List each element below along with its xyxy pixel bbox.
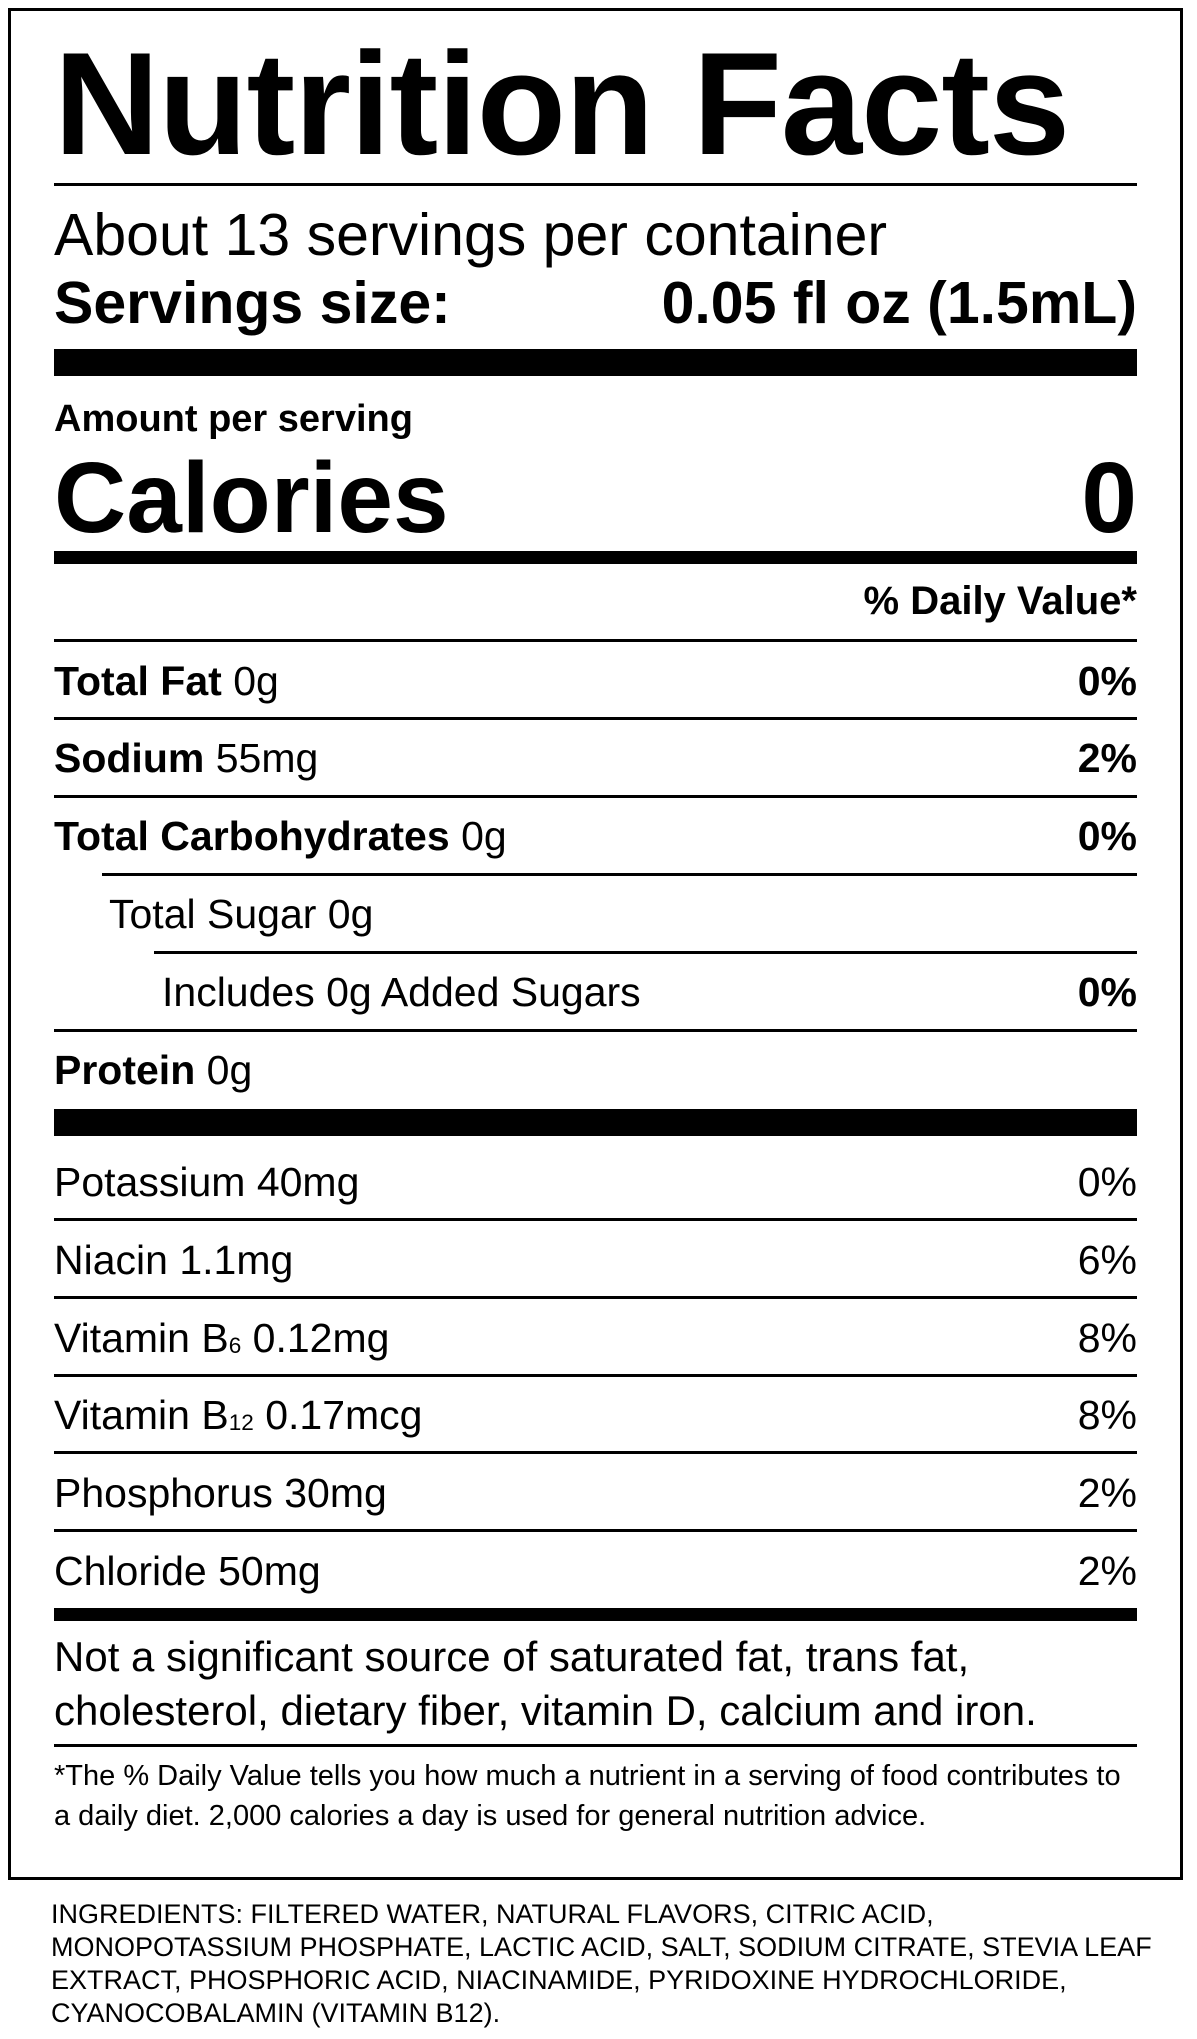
servings-per-container: About 13 servings per container — [54, 202, 888, 268]
divider — [54, 717, 1137, 720]
nutrition-facts-label: Nutrition Facts About 13 servings per co… — [8, 8, 1183, 1880]
nutrient-row-total-carbohydrates: Total Carbohydrates 0g 0% — [54, 813, 1137, 859]
thick-divider — [54, 1109, 1137, 1136]
divider — [54, 183, 1137, 186]
calories-value: 0 — [1081, 442, 1137, 554]
nutrient-row-total-fat: Total Fat 0g 0% — [54, 658, 1137, 704]
vitamin-row-vitamin-b12: Vitamin B12 0.17mcg 8% — [54, 1392, 1137, 1438]
divider — [154, 951, 1137, 954]
nutrient-row-protein: Protein 0g — [54, 1047, 253, 1093]
medium-divider — [54, 551, 1137, 564]
divider — [54, 1218, 1137, 1221]
vitamin-row-niacin: Niacin 1.1mg 6% — [54, 1237, 1137, 1283]
not-significant-statement: Not a significant source of saturated fa… — [54, 1633, 1037, 1734]
divider — [54, 1296, 1137, 1299]
divider — [54, 639, 1137, 642]
medium-divider — [54, 1608, 1137, 1621]
calories-row: Calories 0 — [54, 441, 1137, 556]
serving-size-value: 0.05 fl oz (1.5mL) — [661, 270, 1137, 336]
vitamin-row-phosphorus: Phosphorus 30mg 2% — [54, 1470, 1137, 1516]
divider — [54, 1529, 1137, 1532]
divider — [54, 1451, 1137, 1454]
divider — [102, 873, 1137, 876]
daily-value-header: % Daily Value* — [863, 579, 1137, 623]
divider — [54, 1374, 1137, 1377]
label-title: Nutrition Facts — [54, 22, 1070, 185]
divider — [54, 1029, 1137, 1032]
serving-size-label: Servings size: — [54, 270, 451, 336]
daily-value-footnote: *The % Daily Value tells you how much a … — [54, 1760, 1121, 1832]
vitamin-row-vitamin-b6: Vitamin B6 0.12mg 8% — [54, 1315, 1137, 1361]
ingredients-list: INGREDIENTS: FILTERED WATER, NATURAL FLA… — [51, 1899, 1152, 2028]
thick-divider — [54, 349, 1137, 376]
divider — [54, 1744, 1137, 1747]
nutrient-row-sodium: Sodium 55mg 2% — [54, 735, 1137, 781]
calories-label: Calories — [54, 442, 449, 554]
vitamin-row-potassium: Potassium 40mg 0% — [54, 1159, 1137, 1205]
vitamin-row-chloride: Chloride 50mg 2% — [54, 1548, 1137, 1594]
divider — [54, 795, 1137, 798]
nutrient-row-added-sugars: Includes 0g Added Sugars 0% — [162, 969, 1137, 1015]
amount-per-serving: Amount per serving — [54, 398, 413, 440]
serving-size-row: Servings size: 0.05 fl oz (1.5mL) — [54, 269, 1137, 337]
nutrient-row-total-sugar: Total Sugar 0g — [109, 891, 374, 937]
